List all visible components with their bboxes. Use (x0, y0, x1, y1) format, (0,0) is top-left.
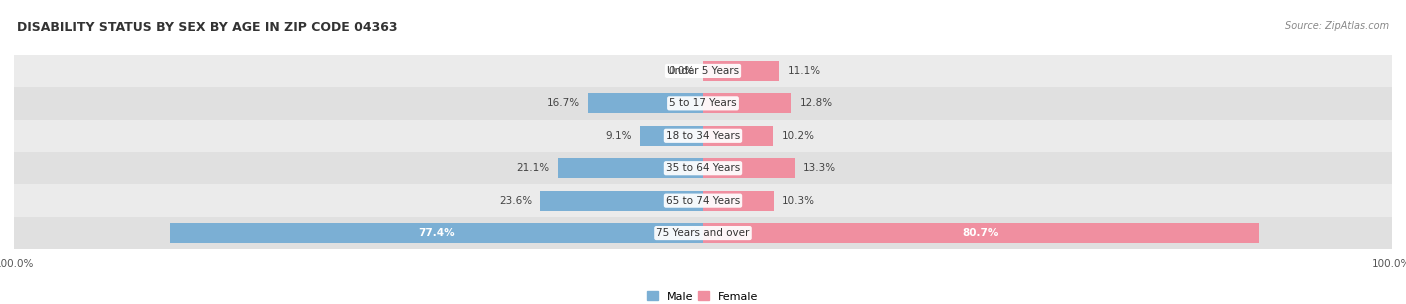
Bar (558, 158, 703, 178)
Text: 35 to 64 Years: 35 to 64 Years (666, 163, 740, 173)
Text: DISABILITY STATUS BY SEX BY AGE IN ZIP CODE 04363: DISABILITY STATUS BY SEX BY AGE IN ZIP C… (17, 21, 398, 34)
Text: 13.3%: 13.3% (803, 163, 837, 173)
Text: Source: ZipAtlas.com: Source: ZipAtlas.com (1285, 21, 1389, 31)
Bar (703, 223, 1258, 243)
Text: 77.4%: 77.4% (418, 228, 454, 238)
Text: 23.6%: 23.6% (499, 196, 531, 206)
Text: 12.8%: 12.8% (800, 98, 832, 108)
Text: 10.2%: 10.2% (782, 131, 814, 141)
Bar (640, 126, 703, 146)
Text: 5 to 17 Years: 5 to 17 Years (669, 98, 737, 108)
Text: 10.3%: 10.3% (782, 196, 815, 206)
Bar (703, 61, 779, 81)
Bar (540, 191, 703, 211)
Text: Under 5 Years: Under 5 Years (666, 66, 740, 76)
Bar (14, 217, 1392, 249)
Bar (14, 185, 1392, 217)
Text: 21.1%: 21.1% (516, 163, 550, 173)
Bar (588, 93, 703, 113)
Text: 0.0%: 0.0% (668, 66, 695, 76)
Text: 75 Years and over: 75 Years and over (657, 228, 749, 238)
Text: 9.1%: 9.1% (606, 131, 633, 141)
Text: 18 to 34 Years: 18 to 34 Years (666, 131, 740, 141)
Bar (14, 55, 1392, 87)
Bar (703, 126, 773, 146)
Legend: Male, Female: Male, Female (643, 287, 763, 304)
Bar (14, 152, 1392, 185)
Text: 16.7%: 16.7% (547, 98, 579, 108)
Bar (14, 87, 1392, 119)
Text: 65 to 74 Years: 65 to 74 Years (666, 196, 740, 206)
Text: 11.1%: 11.1% (787, 66, 821, 76)
Bar (170, 223, 703, 243)
Bar (14, 119, 1392, 152)
Bar (703, 93, 792, 113)
Text: 80.7%: 80.7% (963, 228, 1000, 238)
Bar (703, 191, 773, 211)
Bar (703, 158, 794, 178)
